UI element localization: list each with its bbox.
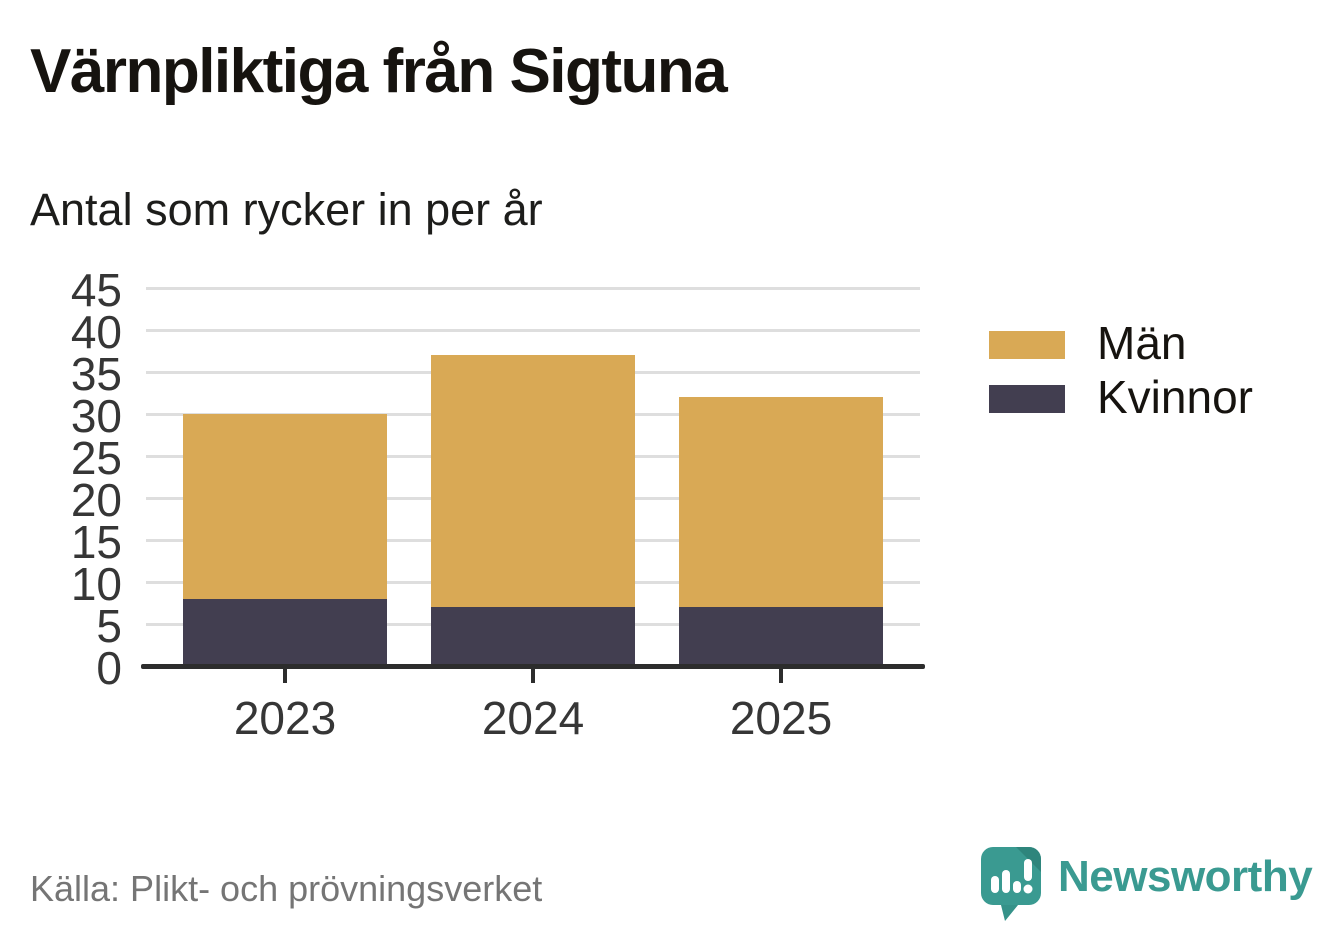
brand-logo: Newsworthy xyxy=(980,846,1313,922)
page-title: Värnpliktiga från Sigtuna xyxy=(30,37,728,106)
y-axis-tick-label: 15 xyxy=(70,516,122,568)
bar-segment-kvinnor-2025 xyxy=(679,607,883,666)
bar-segment-män-2024 xyxy=(431,355,635,608)
y-axis-tick-label: 10 xyxy=(70,558,122,610)
x-axis-label-2025: 2025 xyxy=(729,692,833,744)
y-axis-tick-label: 20 xyxy=(70,474,122,526)
x-axis-tick xyxy=(531,669,535,683)
bar-segment-kvinnor-2024 xyxy=(431,607,635,666)
x-axis-tick xyxy=(283,669,287,683)
legend-label: Män xyxy=(1097,317,1187,369)
bar-segment-män-2025 xyxy=(679,397,883,608)
y-axis-tick-label: 40 xyxy=(70,306,122,358)
x-axis-label-2024: 2024 xyxy=(481,692,585,744)
y-axis-tick-label: 45 xyxy=(70,264,122,316)
brand-name: Newsworthy xyxy=(1058,852,1313,901)
y-axis-tick-label: 25 xyxy=(70,432,122,484)
newsworthy-logo-icon xyxy=(981,847,1041,921)
x-axis-tick xyxy=(779,669,783,683)
x-axis-line xyxy=(141,663,925,669)
gridline xyxy=(146,328,920,332)
bar-segment-män-2023 xyxy=(183,414,387,599)
gridline xyxy=(146,286,920,290)
y-axis-tick-label: 0 xyxy=(96,642,122,694)
x-axis-label-2023: 2023 xyxy=(233,692,337,744)
legend-swatch xyxy=(989,385,1065,413)
legend-swatch xyxy=(989,331,1065,359)
legend-label: Kvinnor xyxy=(1097,371,1253,423)
y-axis-tick-label: 35 xyxy=(70,348,122,400)
page-subtitle: Antal som rycker in per år xyxy=(30,184,543,235)
bar-segment-kvinnor-2023 xyxy=(183,598,387,666)
y-axis-tick-label: 5 xyxy=(96,600,122,652)
source-text: Källa: Plikt- och prövningsverket xyxy=(30,868,543,909)
y-axis-tick-label: 30 xyxy=(70,390,122,442)
